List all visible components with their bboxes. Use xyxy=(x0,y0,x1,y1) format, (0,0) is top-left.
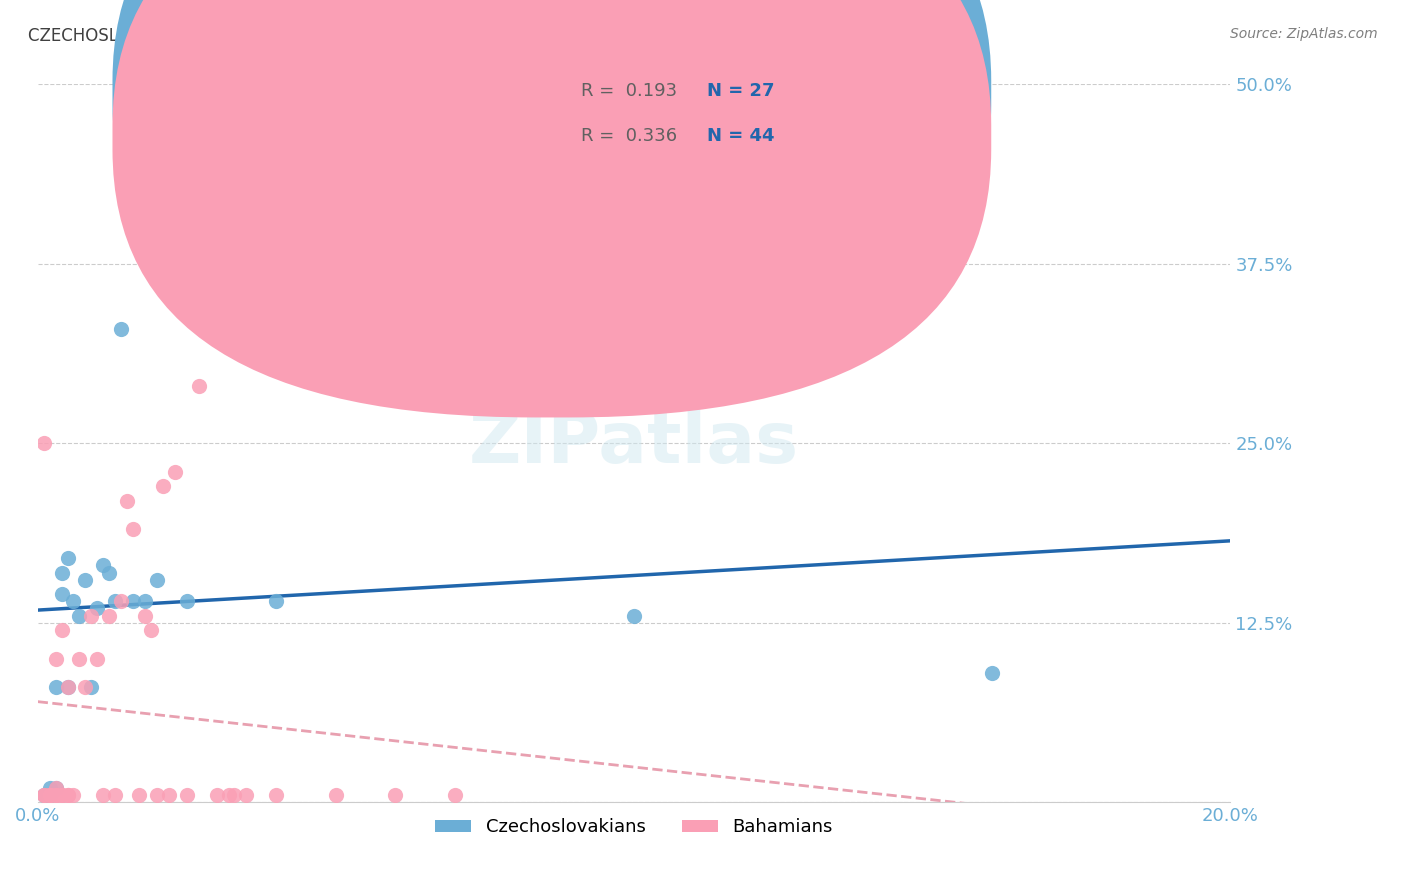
Point xyxy=(218,788,240,802)
Point xyxy=(235,788,257,802)
Point xyxy=(80,681,103,695)
Point xyxy=(75,681,97,695)
Point xyxy=(32,788,55,802)
Text: R =  0.336: R = 0.336 xyxy=(581,127,676,145)
Point xyxy=(122,594,145,608)
Point xyxy=(264,788,287,802)
Point xyxy=(56,681,79,695)
Point xyxy=(134,608,156,623)
Point xyxy=(86,601,108,615)
Point xyxy=(152,479,174,493)
Point xyxy=(67,608,90,623)
Point xyxy=(80,608,103,623)
Point xyxy=(98,608,121,623)
Point xyxy=(224,788,246,802)
Point xyxy=(980,666,1002,681)
Point xyxy=(176,594,198,608)
Point xyxy=(176,788,198,802)
Point xyxy=(38,788,60,802)
Point xyxy=(104,594,127,608)
Point xyxy=(45,788,67,802)
Point xyxy=(56,788,79,802)
Point xyxy=(62,594,84,608)
Point xyxy=(75,573,97,587)
Point xyxy=(56,551,79,566)
Legend: Czechoslovakians, Bahamians: Czechoslovakians, Bahamians xyxy=(427,811,839,844)
Text: R =  0.193: R = 0.193 xyxy=(581,82,676,100)
Point xyxy=(56,788,79,802)
Point xyxy=(38,780,60,795)
Point xyxy=(325,788,347,802)
Point xyxy=(157,788,180,802)
Point xyxy=(163,465,186,479)
Text: Source: ZipAtlas.com: Source: ZipAtlas.com xyxy=(1230,27,1378,41)
Point xyxy=(122,523,145,537)
Point xyxy=(444,788,467,802)
Point xyxy=(38,788,60,802)
Point xyxy=(45,681,67,695)
Point xyxy=(623,608,645,623)
Point xyxy=(128,788,150,802)
Point xyxy=(45,780,67,795)
Point xyxy=(45,788,67,802)
Point xyxy=(32,788,55,802)
Point xyxy=(146,788,169,802)
Point xyxy=(384,788,406,802)
Point xyxy=(264,594,287,608)
Point xyxy=(86,651,108,665)
Point xyxy=(205,250,228,264)
Point xyxy=(51,623,73,637)
Point xyxy=(51,587,73,601)
Text: N = 44: N = 44 xyxy=(707,127,775,145)
Point xyxy=(139,623,162,637)
Point xyxy=(38,788,60,802)
Point xyxy=(32,436,55,450)
Point xyxy=(146,573,169,587)
Point xyxy=(91,558,114,573)
Point xyxy=(98,566,121,580)
Point xyxy=(115,493,138,508)
Point xyxy=(56,681,79,695)
Point xyxy=(187,379,209,393)
Point xyxy=(62,788,84,802)
Point xyxy=(235,314,257,328)
Point xyxy=(67,651,90,665)
Point xyxy=(104,788,127,802)
Point xyxy=(134,594,156,608)
Text: ZIPatlas: ZIPatlas xyxy=(470,409,799,478)
Point xyxy=(51,566,73,580)
Text: CZECHOSLOVAKIAN VS BAHAMIAN UNEMPLOYMENT AMONG AGES 65 TO 74 YEARS CORRELATION C: CZECHOSLOVAKIAN VS BAHAMIAN UNEMPLOYMENT… xyxy=(28,27,901,45)
Point xyxy=(51,788,73,802)
Point xyxy=(38,788,60,802)
Point xyxy=(32,788,55,802)
Point xyxy=(205,788,228,802)
Point xyxy=(45,651,67,665)
Point xyxy=(45,780,67,795)
Text: N = 27: N = 27 xyxy=(707,82,775,100)
Point xyxy=(91,788,114,802)
Point xyxy=(110,594,132,608)
Point xyxy=(51,788,73,802)
Point xyxy=(110,321,132,335)
